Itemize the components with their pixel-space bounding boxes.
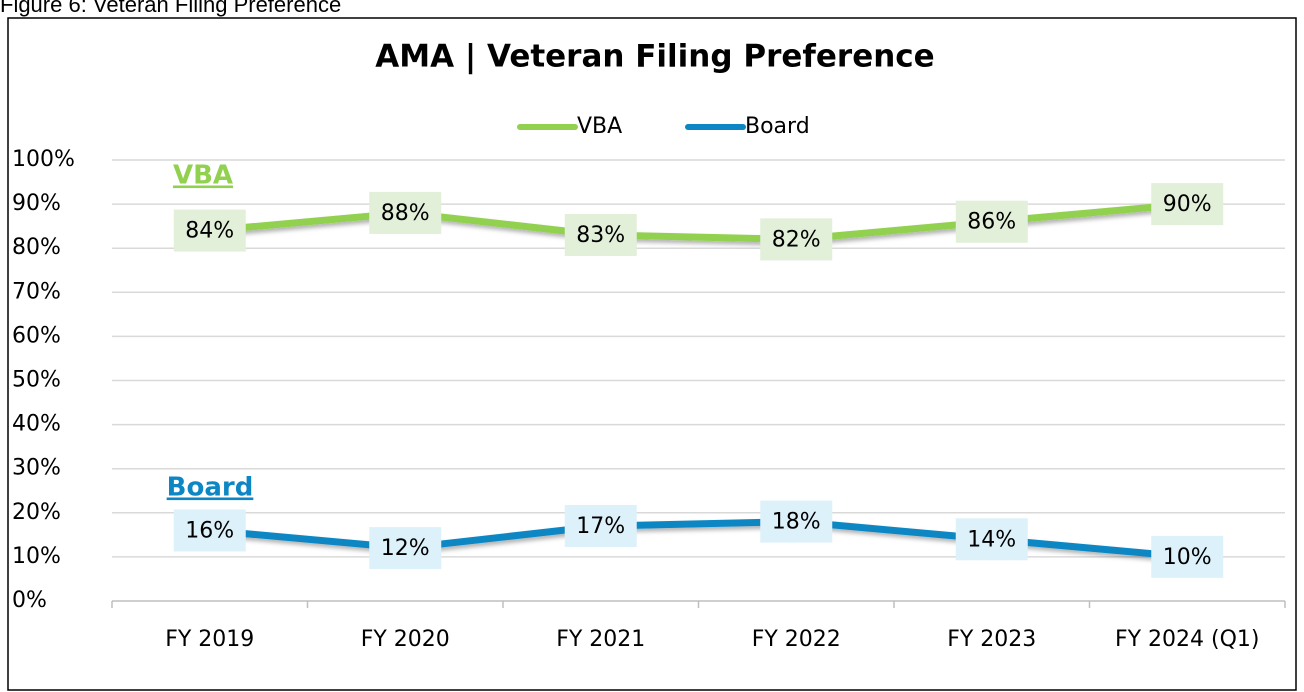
y-tick-label: 20% — [12, 500, 61, 525]
data-label: 86% — [967, 210, 1016, 235]
data-label-box — [760, 218, 833, 261]
y-tick-label: 70% — [12, 279, 61, 304]
data-label-box — [173, 209, 246, 252]
y-tick-label: 0% — [12, 588, 47, 613]
data-label-box — [369, 191, 442, 234]
data-label: 88% — [381, 201, 430, 226]
series-annotation: VBA — [173, 161, 233, 191]
x-tick-label: FY 2024 (Q1) — [1115, 627, 1260, 652]
x-tick-label: FY 2019 — [165, 627, 254, 652]
legend-label: Board — [745, 114, 810, 139]
data-label-box — [173, 509, 246, 552]
data-label-box — [955, 518, 1028, 561]
data-label-box — [760, 500, 833, 543]
x-tick-label: FY 2023 — [947, 627, 1036, 652]
x-tick-label: FY 2022 — [752, 627, 841, 652]
y-tick-label: 10% — [12, 544, 61, 569]
y-tick-label: 90% — [12, 191, 61, 216]
data-label: 14% — [967, 527, 1016, 552]
x-tick-label: FY 2020 — [361, 627, 450, 652]
data-label-box — [564, 213, 637, 256]
data-label-box — [1151, 183, 1224, 226]
data-label: 90% — [1163, 192, 1212, 217]
figure-caption: Figure 6: Veteran Filing Preference — [0, 0, 341, 17]
data-label: 83% — [576, 223, 625, 248]
y-tick-label: 50% — [12, 368, 61, 393]
data-label-box — [1151, 535, 1224, 578]
y-tick-label: 100% — [12, 147, 75, 172]
data-label: 10% — [1163, 545, 1212, 570]
data-label: 17% — [576, 514, 625, 539]
legend-label: VBA — [577, 114, 622, 139]
y-tick-label: 40% — [12, 412, 61, 437]
data-label: 12% — [381, 536, 430, 561]
x-tick-label: FY 2021 — [556, 627, 645, 652]
data-label-box — [564, 505, 637, 548]
chart-title: AMA | Veteran Filing Preference — [375, 39, 934, 75]
y-tick-label: 60% — [12, 323, 61, 348]
data-label: 84% — [185, 219, 234, 244]
chart-frame — [7, 17, 1297, 691]
data-label: 16% — [185, 518, 234, 543]
y-tick-label: 80% — [12, 235, 61, 260]
y-tick-label: 30% — [12, 456, 61, 481]
data-label-box — [369, 527, 442, 570]
data-label: 18% — [772, 510, 821, 535]
series-annotation: Board — [167, 473, 254, 503]
data-label-box — [955, 200, 1028, 243]
data-label: 82% — [772, 227, 821, 252]
